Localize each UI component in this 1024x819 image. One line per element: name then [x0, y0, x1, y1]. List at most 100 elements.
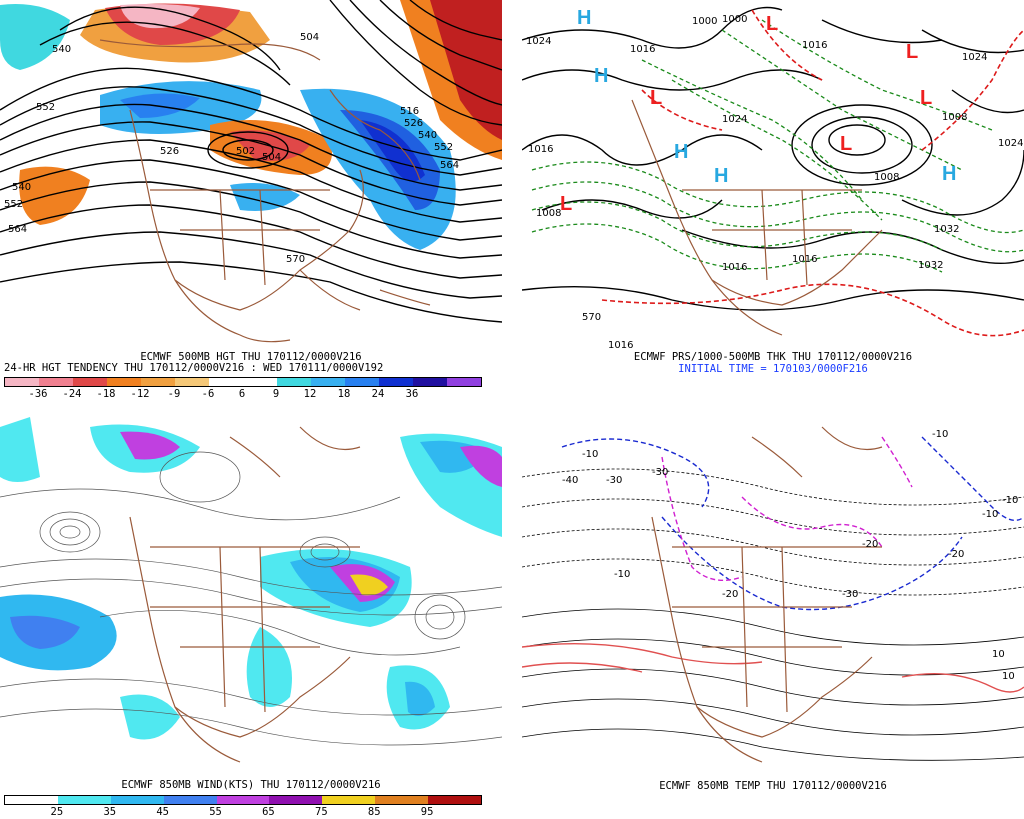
map-500mb-height: 552 526 502 504 516 526 540 552 564 540 …	[0, 0, 502, 352]
colorbar-swatch	[73, 378, 107, 386]
colorbar-tick-label: -24	[62, 388, 82, 400]
svg-text:1024: 1024	[722, 114, 747, 125]
colorbar-tick-label: 24	[371, 388, 385, 400]
svg-text:1016: 1016	[528, 144, 553, 155]
colorbar-swatch	[5, 796, 58, 804]
svg-text:-10: -10	[982, 509, 998, 520]
svg-text:552: 552	[36, 102, 55, 113]
colorbar-tick-label: -18	[96, 388, 116, 400]
streamlines	[0, 451, 502, 746]
svg-text:564: 564	[440, 160, 459, 171]
map-850mb-wind	[0, 417, 502, 777]
svg-text:-20: -20	[862, 539, 878, 550]
temp-contours-red	[522, 642, 1024, 693]
colorbar-tick-label: 55	[209, 806, 222, 818]
map-pressure-thickness: H H H H H L L L L L L 1024 1000 1016 101…	[522, 0, 1024, 352]
svg-text:1032: 1032	[934, 224, 959, 235]
colorbar-tick-label: 6	[238, 388, 246, 400]
colorbar-swatch	[243, 378, 277, 386]
colorbar-swatch	[141, 378, 175, 386]
tendency-colorbar-ticks: -36 -24 -18 -12 -9 -6 6 9 12 18 24 36	[4, 388, 480, 400]
svg-text:-10: -10	[1002, 495, 1018, 506]
thickness-warm	[601, 9, 1024, 337]
svg-text:-20: -20	[948, 549, 964, 560]
svg-text:570: 570	[582, 312, 601, 323]
svg-text:504: 504	[300, 32, 319, 43]
caption-prs: ECMWF PRS/1000-500MB THK THU 170112/0000…	[633, 351, 913, 363]
svg-text:1016: 1016	[608, 340, 633, 351]
high-marker: H	[674, 141, 688, 163]
colorbar-tick-label: 95	[420, 806, 434, 818]
svg-text:526: 526	[404, 118, 423, 129]
svg-text:1016: 1016	[630, 44, 655, 55]
panel-500mb-height: 552 526 502 504 516 526 540 552 564 540 …	[0, 0, 502, 402]
colorbar-swatch	[110, 796, 164, 804]
svg-text:10: 10	[1002, 671, 1015, 682]
colorbar-tick-label: 75	[315, 806, 328, 818]
svg-text:1000: 1000	[692, 16, 717, 27]
caption-850mb-wind: ECMWF 850MB WIND(KTS) THU 170112/0000V21…	[121, 779, 381, 791]
svg-text:-30: -30	[606, 475, 622, 486]
svg-text:1016: 1016	[792, 254, 817, 265]
low-marker: L	[766, 13, 778, 35]
coastlines	[99, 39, 431, 343]
svg-text:1016: 1016	[802, 40, 827, 51]
colorbar-tick-label: 9	[272, 388, 280, 400]
caption-850mb-temp: ECMWF 850MB TEMP THU 170112/0000V216	[659, 780, 887, 792]
colorbar-swatch	[345, 378, 379, 386]
colorbar-tick-label: -36	[28, 388, 48, 400]
colorbar-swatch	[413, 378, 447, 386]
colorbar-tick-label: 36	[405, 388, 419, 400]
colorbar-swatch	[447, 378, 481, 386]
colorbar-tick-label: 45	[156, 806, 169, 818]
high-marker: H	[594, 65, 608, 87]
isobars	[522, 6, 1024, 311]
svg-text:-30: -30	[652, 467, 668, 478]
colorbar-swatch	[57, 796, 111, 804]
svg-text:1024: 1024	[962, 52, 987, 63]
low-marker: L	[560, 193, 572, 215]
colorbar-swatch	[209, 378, 243, 386]
colorbar-tick-label: 85	[367, 806, 381, 818]
svg-text:570: 570	[286, 254, 305, 265]
svg-text:1032: 1032	[918, 260, 943, 271]
svg-text:10: 10	[992, 649, 1005, 660]
height-contours	[0, 0, 502, 323]
colorbar-swatch	[163, 796, 217, 804]
panel-850mb-temp: -10 -30 -40 -30 -10 -20 -20 -30 -10 -10 …	[522, 417, 1024, 819]
high-marker: H	[714, 165, 728, 187]
coastlines	[129, 426, 361, 763]
svg-text:552: 552	[4, 199, 23, 210]
temp-contours-blue	[561, 436, 1024, 611]
colorbar-tick-label: 65	[262, 806, 275, 818]
colorbar-tick-label: -6	[201, 388, 215, 400]
svg-text:516: 516	[400, 106, 419, 117]
svg-text:-10: -10	[582, 449, 598, 460]
colorbar-tick-label: -9	[167, 388, 181, 400]
wind-speed-shading	[0, 417, 502, 740]
svg-text:552: 552	[434, 142, 453, 153]
wind-colorbar	[4, 795, 482, 805]
svg-text:-20: -20	[722, 589, 738, 600]
low-marker: L	[650, 87, 662, 109]
svg-text:1024: 1024	[998, 138, 1023, 149]
svg-text:526: 526	[160, 146, 179, 157]
svg-text:540: 540	[12, 182, 31, 193]
high-marker: H	[942, 163, 956, 185]
svg-text:540: 540	[52, 44, 71, 55]
colorbar-swatch	[269, 796, 323, 804]
svg-text:-10: -10	[932, 429, 948, 440]
svg-text:1016: 1016	[722, 262, 747, 273]
colorbar-swatch	[39, 378, 73, 386]
low-marker: L	[920, 87, 932, 109]
colorbar-swatch	[175, 378, 209, 386]
colorbar-swatch	[216, 796, 270, 804]
svg-text:1008: 1008	[942, 112, 967, 123]
colorbar-swatch	[322, 796, 376, 804]
colorbar-swatch	[428, 796, 482, 804]
caption-500mb: ECMWF 500MB HGT THU 170112/0000V216	[140, 351, 362, 363]
map-850mb-temp: -10 -30 -40 -30 -10 -20 -20 -30 -10 -10 …	[522, 417, 1024, 777]
svg-text:502: 502	[236, 146, 255, 157]
svg-text:504: 504	[262, 152, 281, 163]
colorbar-swatch	[379, 378, 413, 386]
